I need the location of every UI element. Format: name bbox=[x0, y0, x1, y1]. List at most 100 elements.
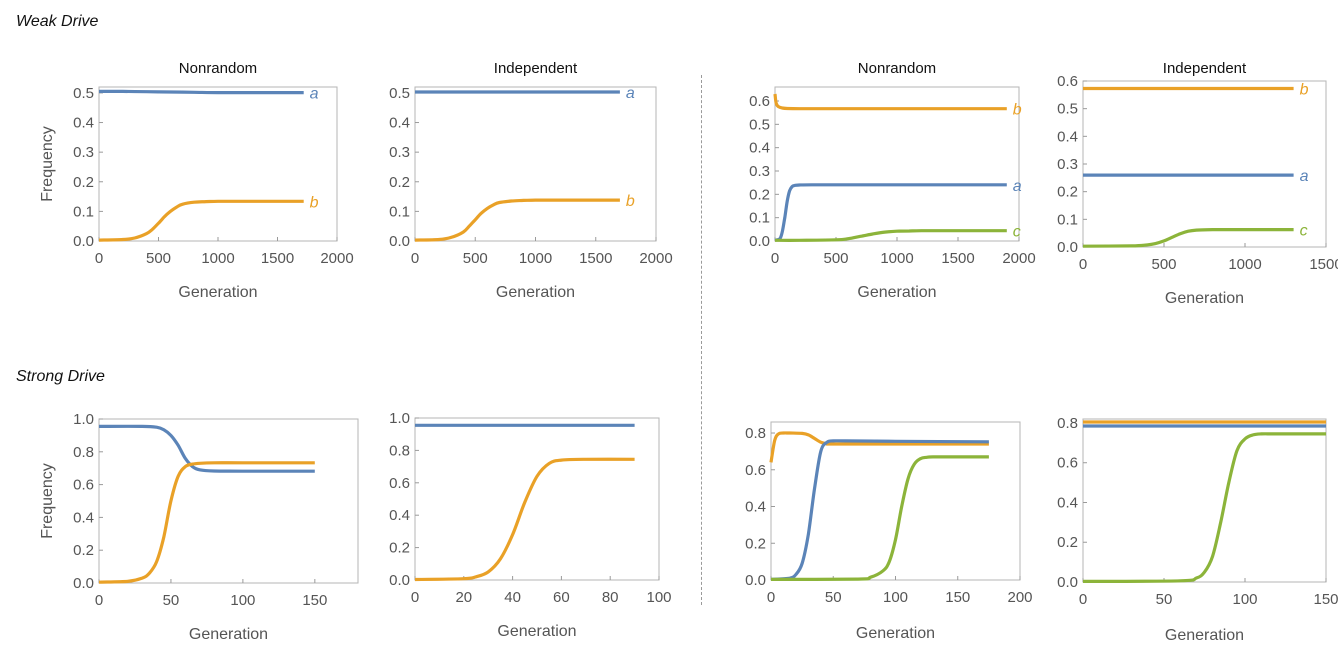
series-line-b bbox=[98, 199, 304, 242]
chart-panel-5: 0 50 100 150 0.0 0.2 0.4 0.6 0.8 1.0 Generation Fre… bbox=[39, 411, 359, 643]
series-label-a: a bbox=[1013, 178, 1022, 195]
y-tick-label: 0.6 bbox=[749, 93, 770, 110]
chart-panel-6: 0 20 40 60 80 100 0.0 0.2 0.4 0.6 0.8 1.0 Generation bbox=[389, 410, 671, 640]
x-tick-label: 40 bbox=[504, 589, 521, 606]
y-tick-label: 0.1 bbox=[389, 203, 410, 220]
x-tick-label: 1500 bbox=[579, 250, 612, 267]
y-tick-label: 0.2 bbox=[73, 542, 94, 559]
x-tick-label: 500 bbox=[1151, 256, 1176, 273]
x-tick-label: 1000 bbox=[1228, 256, 1261, 273]
plot-frame bbox=[1082, 418, 1327, 583]
x-tick-label: 0 bbox=[95, 592, 103, 609]
y-tick-label: 0.2 bbox=[389, 174, 410, 191]
series-line-a bbox=[774, 183, 1007, 242]
series-line-c bbox=[1082, 432, 1326, 583]
x-tick-label: 60 bbox=[553, 589, 570, 606]
series-label-b: b bbox=[1013, 102, 1022, 119]
x-tick-label: 100 bbox=[646, 589, 671, 606]
series-line-a bbox=[770, 439, 989, 581]
x-tick-label: 1000 bbox=[519, 250, 552, 267]
series-line-b bbox=[98, 461, 315, 584]
x-tick-label: 0 bbox=[771, 250, 779, 267]
y-tick-label: 0.3 bbox=[73, 144, 94, 161]
y-tick-label: 0.5 bbox=[73, 85, 94, 102]
y-tick-label: 0.1 bbox=[73, 203, 94, 220]
y-tick-label: 0.3 bbox=[389, 144, 410, 161]
x-axis-label: Generation bbox=[1165, 290, 1244, 307]
y-tick-label: 0.2 bbox=[1057, 184, 1078, 201]
x-axis-label: Generation bbox=[856, 625, 935, 642]
chart-panel-2: 0 500 1000 1500 2000 0.0 0.1 0.2 0.3 0.4 0.5 Indepe… bbox=[389, 60, 673, 301]
y-tick-label: 0.4 bbox=[73, 509, 94, 526]
y-axis-label: Frequency bbox=[39, 463, 56, 539]
y-tick-label: 0.5 bbox=[749, 116, 770, 133]
x-tick-label: 0 bbox=[1079, 591, 1087, 608]
y-tick-label: 0.2 bbox=[749, 186, 770, 203]
x-tick-label: 1000 bbox=[880, 250, 913, 267]
x-tick-label: 2000 bbox=[320, 250, 353, 267]
y-tick-label: 1.0 bbox=[389, 410, 410, 427]
y-tick-label: 0.2 bbox=[745, 535, 766, 552]
y-tick-label: 0.4 bbox=[745, 499, 766, 516]
y-tick-label: 0.8 bbox=[389, 442, 410, 459]
x-tick-label: 1500 bbox=[1309, 256, 1338, 273]
x-tick-label: 150 bbox=[302, 592, 327, 609]
y-tick-label: 0.2 bbox=[73, 174, 94, 191]
chart-panel-8: 0 50 100 150 0.0 0.2 0.4 0.6 0.8 Generation bbox=[1057, 415, 1338, 644]
x-tick-label: 0 bbox=[767, 589, 775, 606]
x-tick-label: 50 bbox=[1156, 591, 1173, 608]
x-tick-label: 1000 bbox=[201, 250, 234, 267]
y-tick-label: 0.4 bbox=[389, 115, 410, 132]
y-tick-label: 0.5 bbox=[1057, 101, 1078, 118]
series-label-a: a bbox=[1300, 168, 1309, 185]
y-tick-label: 0.2 bbox=[1057, 534, 1078, 551]
x-axis-label: Generation bbox=[178, 284, 257, 301]
x-tick-label: 50 bbox=[825, 589, 842, 606]
plot-frame bbox=[414, 86, 657, 242]
series-line-a bbox=[98, 424, 315, 473]
series-line-b bbox=[414, 198, 620, 242]
y-tick-label: 0.6 bbox=[389, 475, 410, 492]
y-tick-label: 0.3 bbox=[749, 163, 770, 180]
strong-drive-label: Strong Drive bbox=[16, 368, 105, 385]
chart-title: Nonrandom bbox=[179, 60, 257, 77]
chart-title: Independent bbox=[494, 60, 578, 77]
x-tick-label: 100 bbox=[883, 589, 908, 606]
chart-panel-7: 0 50 100 150 200 0.0 0.2 0.4 0.6 0.8 Generation bbox=[745, 421, 1033, 642]
x-axis-label: Generation bbox=[857, 284, 936, 301]
y-tick-label: 0.5 bbox=[389, 85, 410, 102]
x-tick-label: 500 bbox=[146, 250, 171, 267]
y-tick-label: 1.0 bbox=[73, 411, 94, 428]
x-tick-label: 1500 bbox=[941, 250, 974, 267]
x-tick-label: 100 bbox=[230, 592, 255, 609]
y-tick-label: 0.8 bbox=[745, 425, 766, 442]
y-tick-label: 0.2 bbox=[389, 540, 410, 557]
y-tick-label: 0.0 bbox=[745, 572, 766, 589]
series-line-c bbox=[770, 455, 989, 581]
chart-panel-1: 0 500 1000 1500 2000 0.0 0.1 0.2 0.3 0.4 0.5 Nonran… bbox=[39, 60, 354, 301]
x-axis-label: Generation bbox=[497, 623, 576, 640]
y-tick-label: 0.0 bbox=[73, 575, 94, 592]
x-tick-label: 500 bbox=[463, 250, 488, 267]
x-tick-label: 100 bbox=[1232, 591, 1257, 608]
y-tick-label: 0.0 bbox=[73, 233, 94, 250]
plot-frame bbox=[1082, 80, 1327, 248]
y-tick-label: 0.0 bbox=[1057, 239, 1078, 256]
series-label-b: b bbox=[310, 194, 319, 211]
x-axis-label: Generation bbox=[1165, 627, 1244, 644]
series-line-b bbox=[769, 431, 989, 463]
y-tick-label: 0.6 bbox=[1057, 455, 1078, 472]
y-tick-label: 0.4 bbox=[1057, 128, 1078, 145]
x-tick-label: 150 bbox=[1313, 591, 1338, 608]
x-tick-label: 500 bbox=[823, 250, 848, 267]
x-tick-label: 0 bbox=[95, 250, 103, 267]
x-tick-label: 50 bbox=[163, 592, 180, 609]
x-tick-label: 0 bbox=[411, 589, 419, 606]
panel-divider bbox=[701, 75, 702, 605]
y-tick-label: 0.8 bbox=[73, 444, 94, 461]
y-tick-label: 0.1 bbox=[1057, 211, 1078, 228]
y-tick-label: 0.1 bbox=[749, 210, 770, 227]
x-axis-label: Generation bbox=[496, 284, 575, 301]
plot-frame bbox=[98, 418, 359, 584]
y-tick-label: 0.4 bbox=[73, 115, 94, 132]
